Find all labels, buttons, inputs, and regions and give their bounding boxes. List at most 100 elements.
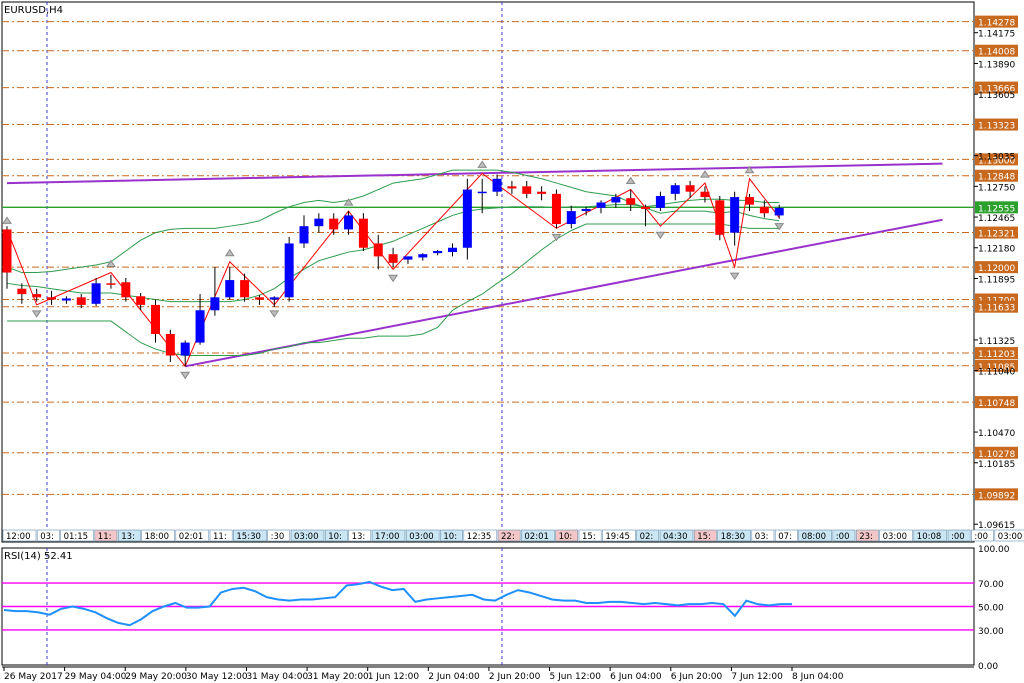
session-label: 10:: [443, 532, 457, 542]
candle-body: [254, 297, 264, 300]
time-label: 7 Jun 12:00: [731, 672, 783, 682]
session-label: 02:01: [524, 532, 549, 542]
session-label: 18:30: [721, 532, 746, 542]
candle-body: [299, 226, 309, 244]
price-level-tag: [975, 81, 1018, 94]
session-label: 03:00: [409, 532, 434, 542]
session-label: :30: [271, 532, 285, 542]
candle-body: [403, 256, 413, 260]
price-tick-label: 1.10470: [978, 429, 1015, 439]
fractal-marker: [180, 371, 191, 380]
candle-body: [91, 283, 101, 304]
bollinger-bands: [6, 169, 780, 357]
session-box: [141, 529, 175, 542]
candle-body: [774, 207, 784, 216]
session-box: [36, 529, 60, 542]
price-level-tag: [975, 201, 1018, 214]
bollinger-middle: [6, 198, 780, 303]
session-label: 04:30: [663, 532, 688, 542]
time-label: 30 May 12:00: [186, 672, 248, 682]
session-box: [60, 529, 94, 542]
candle-body: [136, 296, 146, 305]
candle-body: [745, 197, 754, 205]
session-box: [659, 529, 694, 542]
price-level-label: 1.13000: [978, 156, 1015, 166]
session-box: [971, 529, 994, 542]
price-level-label: 1.13666: [978, 85, 1015, 95]
trendline: [185, 218, 943, 368]
candle-body: [611, 197, 621, 203]
rsi-title: RSI(14) 52.41: [4, 551, 73, 562]
time-label: 1 Jun 12:00: [368, 672, 420, 682]
session-label: 03:: [40, 532, 54, 542]
price-level-label: 1.10748: [978, 399, 1015, 409]
price-level-lines: [2, 21, 974, 495]
price-tick-label: 1.13605: [978, 91, 1015, 101]
time-label: 31 May 20:00: [307, 672, 369, 682]
price-level-label: 1.13323: [978, 122, 1015, 132]
session-label: 08:00: [802, 532, 827, 542]
price-level-tag: [975, 226, 1018, 239]
candle-body: [17, 288, 27, 295]
session-box: [693, 529, 717, 542]
candle-body: [210, 297, 220, 311]
price-level-label: 1.10278: [978, 450, 1015, 460]
time-label: 2 Jun 20:00: [489, 672, 541, 682]
session-label: 10:08: [917, 532, 942, 542]
candle-body: [344, 215, 354, 230]
session-box: [2, 529, 37, 542]
session-box: [175, 529, 210, 542]
session-box: [117, 529, 141, 542]
candle-body: [195, 310, 205, 343]
session-label: 23:: [859, 532, 873, 542]
chart-title: EURUSD,H4: [4, 5, 63, 16]
session-box: [717, 529, 751, 542]
session-label: 13:: [352, 532, 366, 542]
price-level-tag: [975, 347, 1018, 360]
time-label: 6 Jun 20:00: [671, 672, 723, 682]
session-label: 03:00: [998, 532, 1023, 542]
price-tick-label: 1.12180: [978, 245, 1015, 255]
price-level-tag: [975, 44, 1018, 57]
session-box: [521, 529, 555, 542]
session-label: 11:: [98, 532, 112, 542]
session-label: 17:00: [375, 532, 400, 542]
price-tick-label: 1.09615: [978, 521, 1015, 531]
time-label: 8 Jun 04:00: [792, 672, 844, 682]
candle-body: [47, 297, 57, 300]
session-box: [267, 529, 291, 542]
session-box: [994, 529, 1024, 542]
candle-body: [106, 283, 116, 285]
session-box: [751, 529, 775, 542]
price-level-tag: [975, 488, 1018, 501]
price-level-tag: [975, 396, 1018, 409]
session-label: 02:01: [179, 532, 204, 542]
candle-body: [180, 342, 190, 356]
session-label: 03:00: [883, 532, 908, 542]
price-tick-label: 1.12465: [978, 214, 1015, 224]
session-labels-row: 12:00 03: 01:15 11: 13: 18:00 02:01 11: 15:30:30…: [2, 529, 1024, 542]
session-box: [555, 529, 579, 542]
price-level-label: 1.09892: [978, 491, 1015, 501]
bollinger-lower: [7, 223, 780, 357]
session-box: [233, 529, 267, 542]
candle-body: [566, 211, 576, 225]
session-box: [879, 529, 913, 542]
session-label: 22:: [501, 532, 515, 542]
session-box: [348, 529, 372, 542]
candle-body: [165, 333, 175, 356]
session-box: [405, 529, 440, 542]
rsi-panel: 100.00 70.00 50.00 30.00 0.00: [1, 545, 1010, 672]
session-box: [463, 529, 498, 542]
candle-body: [448, 247, 457, 253]
session-label: 01:15: [64, 532, 89, 542]
candle-body: [537, 191, 547, 194]
fractal-marker: [655, 231, 666, 240]
fractal-marker: [31, 310, 42, 318]
candle-body: [2, 229, 12, 273]
session-box: [440, 529, 463, 542]
price-level-tag: [975, 446, 1018, 459]
candle-body: [655, 196, 665, 208]
candle-body: [759, 206, 769, 214]
time-label: 26 May 2017: [4, 672, 63, 682]
